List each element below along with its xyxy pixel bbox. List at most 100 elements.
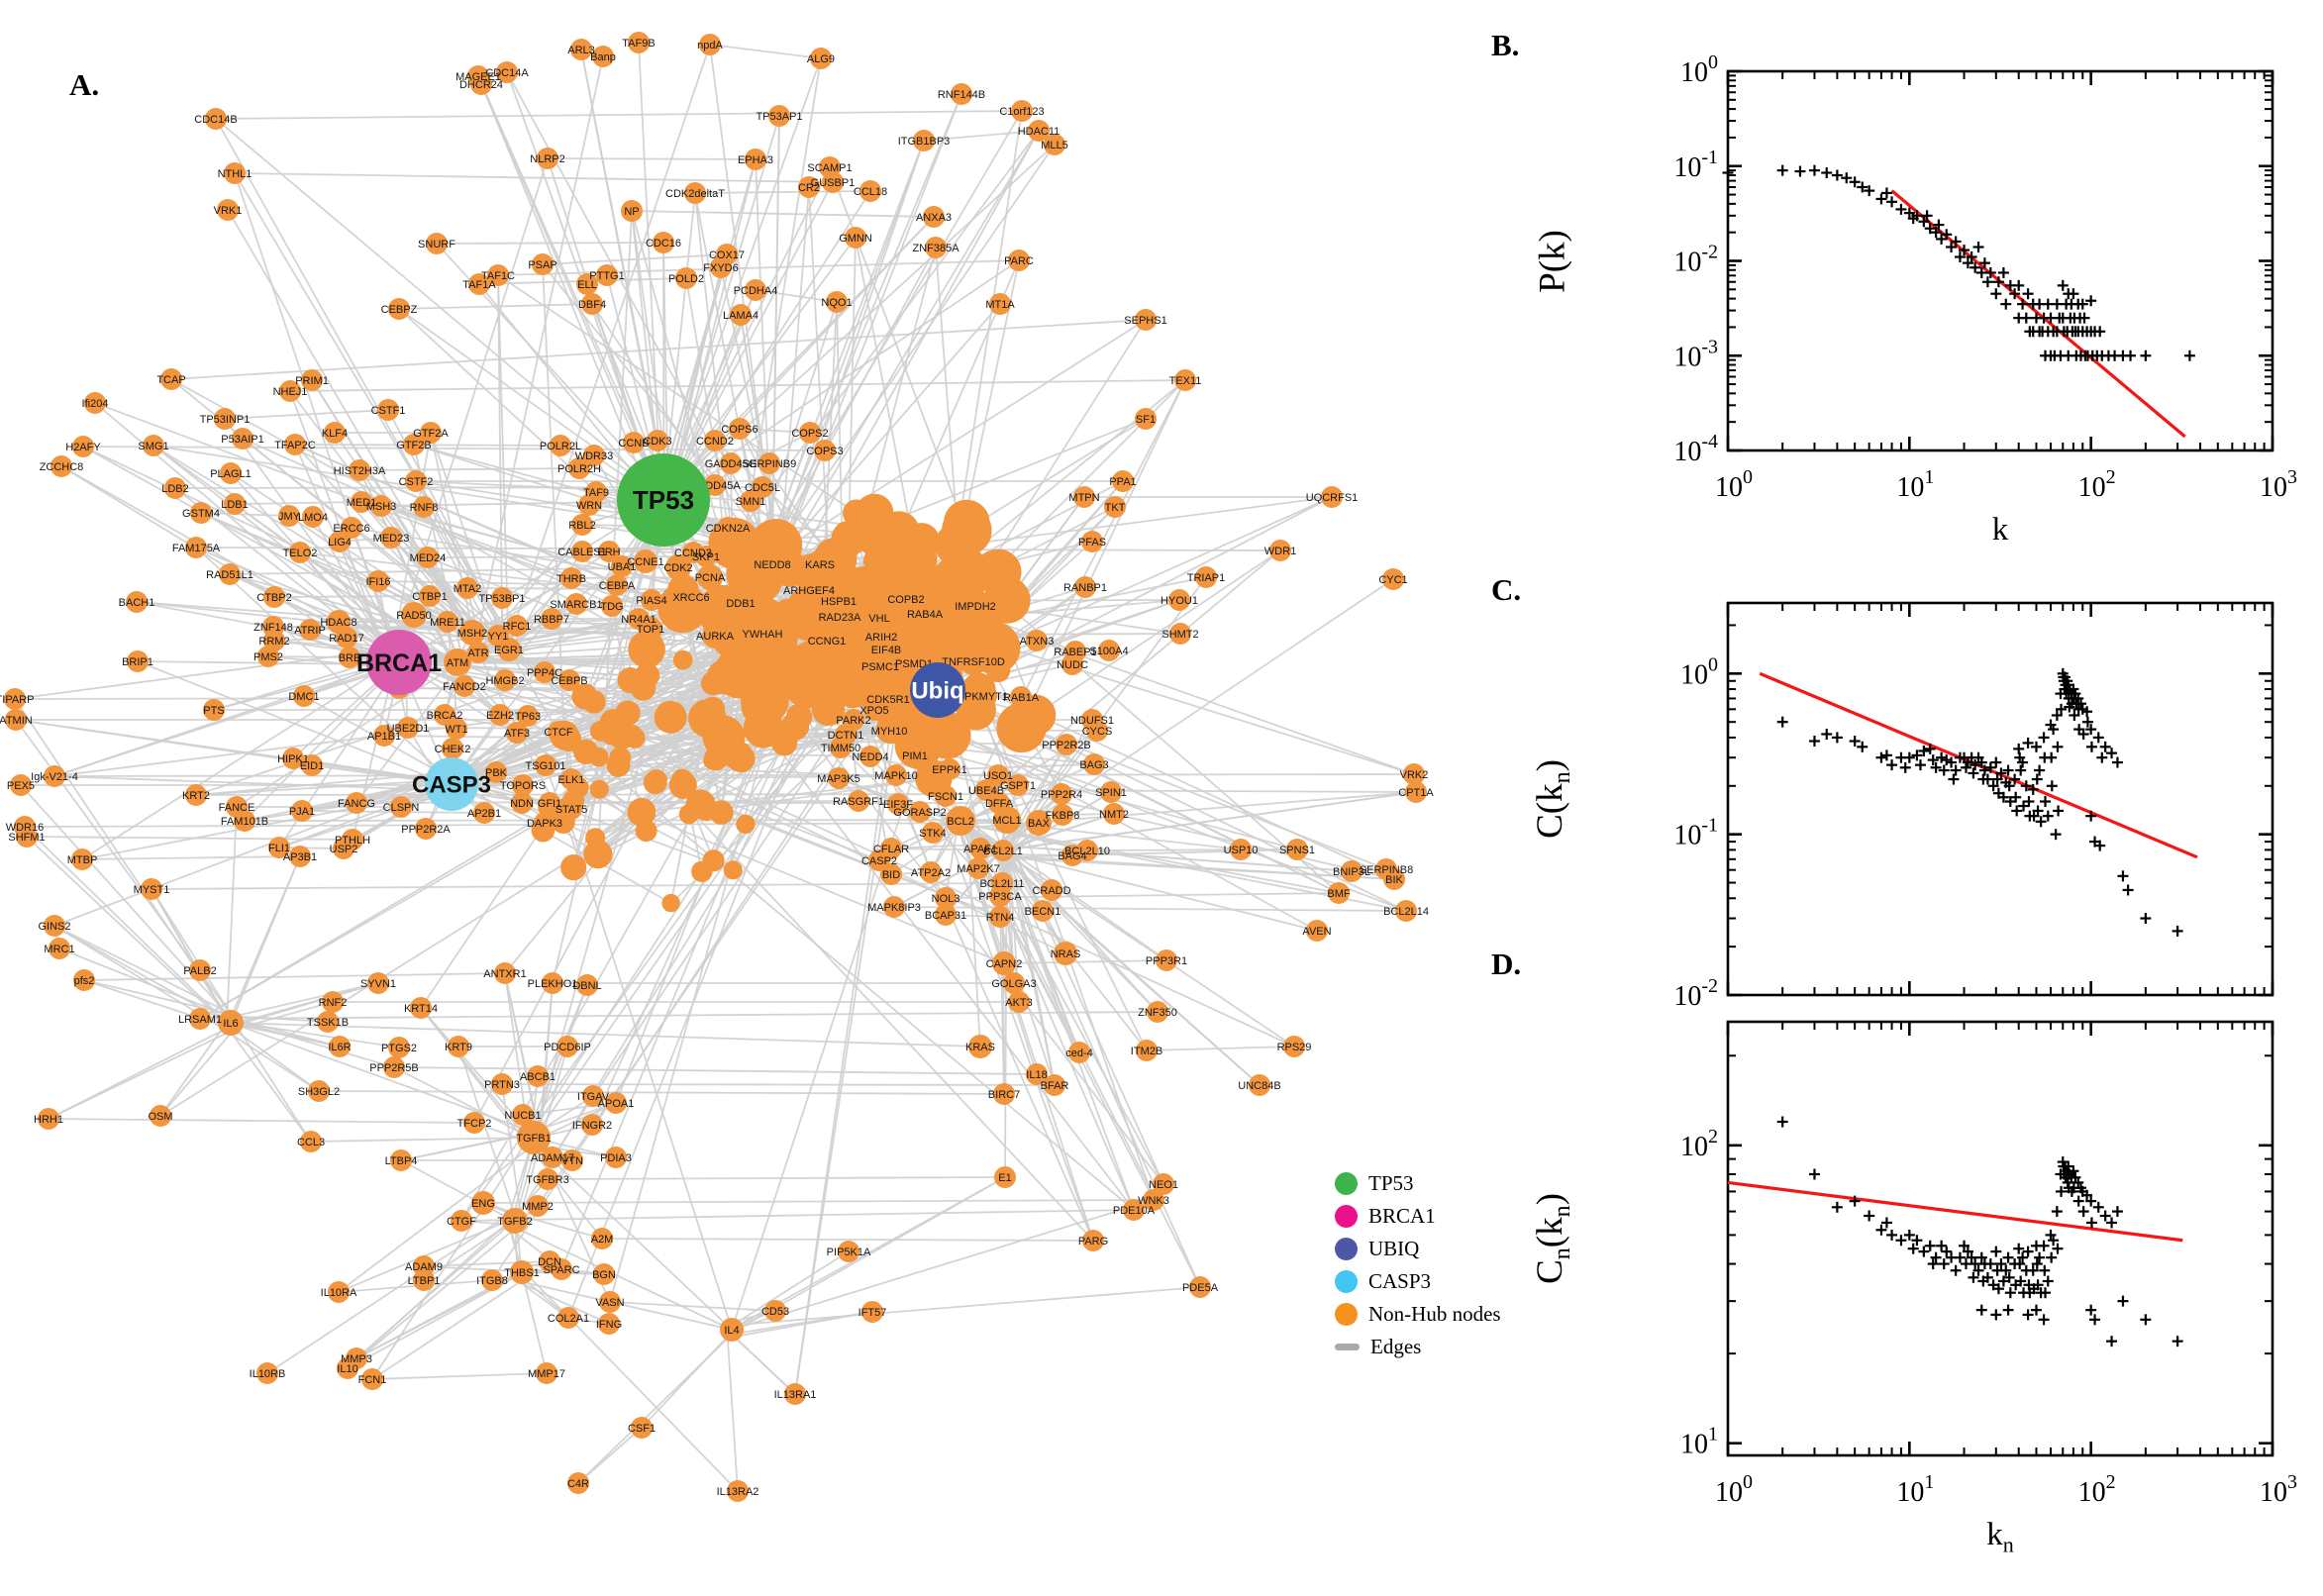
svg-text:EPHA3: EPHA3 xyxy=(738,154,773,166)
y-tick-label-c: 10-1 xyxy=(1673,815,1718,851)
svg-text:DCTN1: DCTN1 xyxy=(828,730,864,742)
panel-label-b: B. xyxy=(1491,28,1520,62)
data-points-d xyxy=(1776,1116,2183,1347)
svg-text:POLD2: POLD2 xyxy=(668,273,704,285)
svg-text:TAF1C: TAF1C xyxy=(481,270,515,282)
svg-text:YWHAH: YWHAH xyxy=(743,629,783,641)
legend-item-ubiq: UBIQ xyxy=(1335,1237,1501,1260)
svg-text:HDAC11: HDAC11 xyxy=(1018,126,1060,138)
svg-text:NLRP2: NLRP2 xyxy=(530,153,564,165)
svg-text:MAP3K5: MAP3K5 xyxy=(817,773,859,785)
svg-text:PSMC1: PSMC1 xyxy=(861,661,899,673)
panel-label-a: A. xyxy=(69,67,100,102)
svg-text:ATF3: ATF3 xyxy=(504,728,530,740)
svg-text:RNF144B: RNF144B xyxy=(938,89,985,101)
x-tick-label-b: 102 xyxy=(2078,466,2116,503)
svg-text:WRN: WRN xyxy=(576,500,602,512)
svg-text:PPP4C: PPP4C xyxy=(527,667,562,679)
y-tick-label-c: 100 xyxy=(1680,653,1718,690)
y-tick-label-b: 10-1 xyxy=(1673,147,1718,183)
svg-text:GTF2B: GTF2B xyxy=(396,440,431,451)
svg-text:VRK1: VRK1 xyxy=(214,205,243,217)
legend-item-brca1: BRCA1 xyxy=(1335,1204,1501,1228)
fit-line-d xyxy=(1727,1180,2183,1243)
svg-text:PPA1: PPA1 xyxy=(1109,476,1136,488)
network-legend: TP53 BRCA1 UBIQ CASP3 Non-Hub nodes Edge… xyxy=(1335,1171,1501,1368)
legend-label-ubiq: UBIQ xyxy=(1368,1237,1420,1260)
x-tick-label-d: 101 xyxy=(1896,1471,1934,1508)
svg-text:GUSBP1: GUSBP1 xyxy=(811,177,856,189)
svg-text:PTTG1: PTTG1 xyxy=(589,270,624,282)
svg-text:GSPT1: GSPT1 xyxy=(1000,780,1036,792)
svg-text:USO1: USO1 xyxy=(983,770,1013,782)
hub-node-tp53 xyxy=(617,453,710,547)
svg-text:ITGB1BP3: ITGB1BP3 xyxy=(898,136,951,148)
svg-text:RFC1: RFC1 xyxy=(503,621,532,633)
svg-text:TDG: TDG xyxy=(600,601,623,613)
svg-text:PMS2: PMS2 xyxy=(253,651,283,663)
x-axis-label-d: kn xyxy=(1986,1517,2014,1557)
svg-text:CR2: CR2 xyxy=(798,182,820,194)
svg-text:FAM175A: FAM175A xyxy=(172,543,221,554)
svg-text:BRCA2: BRCA2 xyxy=(427,710,463,722)
svg-text:ATM: ATM xyxy=(447,657,468,669)
svg-text:ZCCHC8: ZCCHC8 xyxy=(40,461,84,473)
svg-text:KLF4: KLF4 xyxy=(322,428,348,440)
y-axis-label-c: C(kn) xyxy=(1529,759,1576,839)
legend-item-tp53: TP53 xyxy=(1335,1171,1501,1195)
casp3-legend-marker xyxy=(1335,1270,1358,1293)
svg-text:MAGEE1: MAGEE1 xyxy=(455,71,501,83)
svg-text:CCND2: CCND2 xyxy=(696,436,734,448)
svg-text:HDAC8: HDAC8 xyxy=(320,617,356,629)
svg-text:AP1B1: AP1B1 xyxy=(367,731,401,743)
svg-text:TRIAP1: TRIAP1 xyxy=(1187,572,1226,584)
data-points-c xyxy=(1776,667,2183,937)
svg-text:LDB2: LDB2 xyxy=(161,483,189,495)
svg-text:SF1: SF1 xyxy=(1136,414,1156,426)
hub-label-casp3: CASP3 xyxy=(412,771,491,798)
plot-panel-d: 102 101 100 101 102 103 xyxy=(1680,1020,2297,1508)
svg-text:CPT1A: CPT1A xyxy=(1398,787,1434,799)
svg-text:SPIN1: SPIN1 xyxy=(1095,787,1127,799)
svg-text:P53AIP1: P53AIP1 xyxy=(221,434,263,446)
legend-item-casp3: CASP3 xyxy=(1335,1269,1501,1293)
hub-label-tp53: TP53 xyxy=(633,485,694,515)
svg-text:AURKA: AURKA xyxy=(696,631,735,643)
legend-label-nonhub: Non-Hub nodes xyxy=(1368,1302,1501,1326)
svg-text:XPO5: XPO5 xyxy=(859,705,888,717)
y-tick-label-d: 102 xyxy=(1680,1126,1718,1162)
svg-text:RNF8: RNF8 xyxy=(410,502,439,514)
x-tick-label-d: 102 xyxy=(2078,1471,2116,1508)
svg-text:RBBP7: RBBP7 xyxy=(534,614,569,626)
svg-text:CDC16: CDC16 xyxy=(646,238,681,249)
svg-text:NQO1: NQO1 xyxy=(821,297,852,309)
svg-text:RAD51L1: RAD51L1 xyxy=(206,569,253,581)
svg-text:ARIH2: ARIH2 xyxy=(865,632,897,644)
svg-text:UQCRFS1: UQCRFS1 xyxy=(1306,492,1359,504)
svg-text:LIG4: LIG4 xyxy=(328,537,352,549)
svg-text:SMN1: SMN1 xyxy=(736,496,766,508)
svg-text:RBL2: RBL2 xyxy=(568,520,596,532)
data-points-b xyxy=(1722,164,2195,361)
svg-text:NTHL1: NTHL1 xyxy=(218,168,252,180)
svg-text:TSG101: TSG101 xyxy=(526,760,566,772)
svg-text:PTS: PTS xyxy=(203,705,224,717)
svg-text:SNURF: SNURF xyxy=(418,239,455,250)
svg-text:WT1: WT1 xyxy=(445,724,467,736)
y-tick-label-b: 10-3 xyxy=(1673,336,1718,372)
svg-text:DDB1: DDB1 xyxy=(726,598,755,610)
svg-text:LMO4: LMO4 xyxy=(298,512,328,524)
svg-text:SERPINB9: SERPINB9 xyxy=(743,458,796,470)
svg-text:PEX5: PEX5 xyxy=(7,780,35,792)
svg-text:CYCS: CYCS xyxy=(1082,726,1113,738)
svg-text:VRK2: VRK2 xyxy=(1400,769,1429,781)
svg-text:CTCF: CTCF xyxy=(544,727,573,739)
svg-text:TOP1: TOP1 xyxy=(637,624,665,636)
svg-text:MED24: MED24 xyxy=(410,552,447,564)
svg-text:PLAGL1: PLAGL1 xyxy=(210,468,252,480)
svg-text:TOPORS: TOPORS xyxy=(500,780,546,792)
svg-text:MRE11: MRE11 xyxy=(430,617,465,629)
svg-text:FXYD6: FXYD6 xyxy=(703,262,738,274)
svg-text:HMGB2: HMGB2 xyxy=(485,675,524,687)
svg-text:PARC: PARC xyxy=(1004,255,1034,267)
